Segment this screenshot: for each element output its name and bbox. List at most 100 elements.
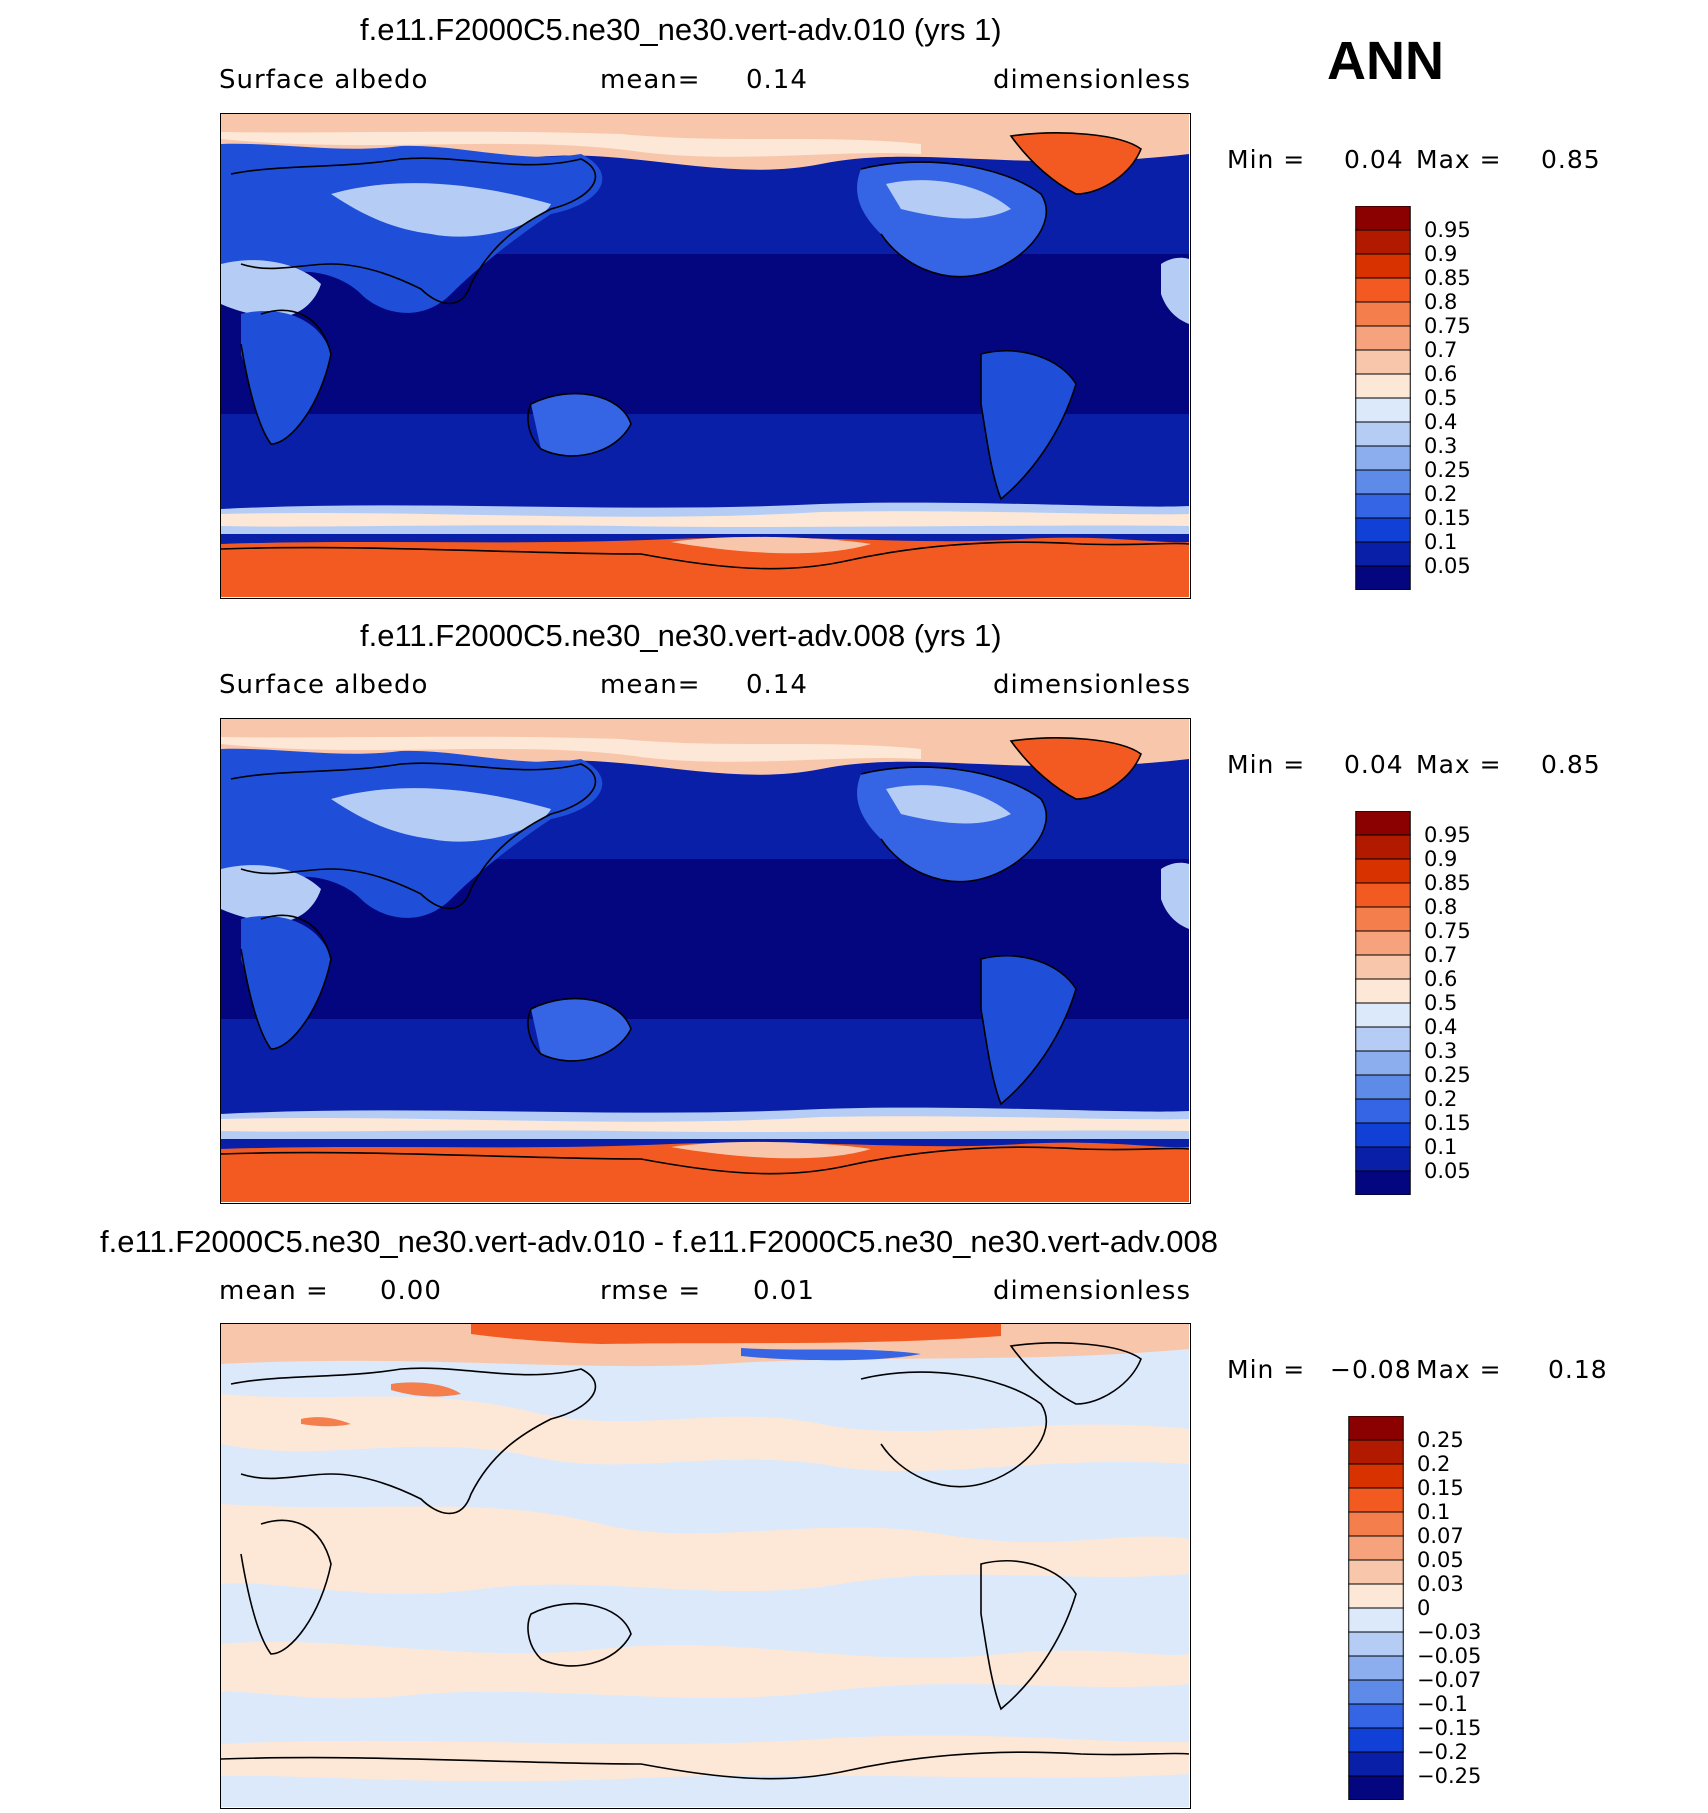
colorbar (1355, 205, 1411, 591)
colorbar-tick-label: 0.07 (1417, 1524, 1464, 1548)
colorbar-swatch (1355, 930, 1411, 956)
colorbar-tick-label: 0.15 (1424, 1111, 1471, 1135)
colorbar-swatch (1355, 882, 1411, 908)
colorbar-swatch (1348, 1463, 1404, 1489)
colorbar-tick-label: −0.03 (1417, 1620, 1482, 1644)
colorbar-tick-label: 0.25 (1417, 1428, 1464, 1452)
colorbar-swatch (1355, 1098, 1411, 1124)
colorbar-tick-label: 0.9 (1424, 847, 1458, 871)
albedo-map (220, 718, 1191, 1204)
colorbar-tick-label: 0.1 (1424, 1135, 1458, 1159)
colorbar-tick-label: 0.85 (1424, 266, 1471, 290)
colorbar-tick-label: 0.7 (1424, 943, 1458, 967)
albedo-map (220, 113, 1191, 599)
variable-label: Surface albedo (219, 670, 429, 700)
max-label: Max = (1416, 1355, 1502, 1384)
colorbar-swatch (1355, 1002, 1411, 1028)
colorbar-tick-label: 0.2 (1424, 482, 1458, 506)
max-label: Max = (1416, 145, 1502, 174)
rmse-label: rmse = (600, 1276, 702, 1306)
colorbar-tick-label: 0.3 (1424, 434, 1458, 458)
colorbar-tick-label: 0.8 (1424, 290, 1458, 314)
colorbar-swatch (1348, 1415, 1404, 1441)
colorbar (1355, 810, 1411, 1196)
colorbar-tick-label: −0.2 (1417, 1740, 1468, 1764)
colorbar-swatch (1355, 421, 1411, 447)
colorbar-swatch (1355, 978, 1411, 1004)
colorbar-labels: 0.95 0.9 0.85 0.8 0.75 0.7 0.6 0.5 0.4 0.3 0.25 0.2… (1424, 811, 1504, 1195)
colorbar-swatch (1348, 1751, 1404, 1777)
units-label: dimensionless (993, 65, 1191, 95)
max-value: 0.85 (1541, 750, 1601, 779)
colorbar-swatch (1355, 469, 1411, 495)
season-label: ANN (1327, 31, 1444, 91)
colorbar-swatch (1355, 541, 1411, 567)
mean-label: mean= (600, 670, 701, 700)
colorbar-tick-label: 0.6 (1424, 362, 1458, 386)
colorbar-tick-label: 0.2 (1424, 1087, 1458, 1111)
colorbar-swatch (1348, 1439, 1404, 1465)
colorbar-swatch (1355, 517, 1411, 543)
colorbar-tick-label: 0.25 (1424, 1063, 1471, 1087)
colorbar-swatch (1355, 1074, 1411, 1100)
colorbar-tick-label: 0.8 (1424, 895, 1458, 919)
colorbar-svg (1355, 205, 1411, 591)
colorbar-swatch (1355, 834, 1411, 860)
colorbar-swatch (1355, 858, 1411, 884)
difference-map (220, 1323, 1191, 1809)
colorbar-tick-label: 0.1 (1424, 530, 1458, 554)
colorbar-tick-label: 0.95 (1424, 218, 1471, 242)
colorbar-tick-label: −0.05 (1417, 1644, 1482, 1668)
colorbar-swatch (1355, 301, 1411, 327)
colorbar-svg (1348, 1415, 1404, 1801)
rmse-value: 0.01 (753, 1276, 815, 1306)
colorbar-swatch (1355, 277, 1411, 303)
mean-label: mean= (600, 65, 701, 95)
colorbar-swatch (1355, 1026, 1411, 1052)
colorbar-tick-label: 0.25 (1424, 458, 1471, 482)
colorbar-swatch (1355, 1170, 1411, 1196)
colorbar-tick-label: 0.4 (1424, 1015, 1458, 1039)
colorbar-tick-label: 0.9 (1424, 242, 1458, 266)
colorbar-tick-label: 0.05 (1424, 1159, 1471, 1183)
colorbar-swatch (1355, 565, 1411, 591)
units-label: dimensionless (993, 1276, 1191, 1306)
colorbar-swatch (1355, 954, 1411, 980)
colorbar-swatch (1348, 1679, 1404, 1705)
colorbar-tick-label: 0.15 (1424, 506, 1471, 530)
mean-value: 0.14 (746, 65, 808, 95)
colorbar-swatch (1355, 445, 1411, 471)
colorbar-tick-label: 0.15 (1417, 1476, 1464, 1500)
colorbar-swatch (1355, 373, 1411, 399)
colorbar-tick-label: 0.75 (1424, 919, 1471, 943)
colorbar-tick-label: 0.95 (1424, 823, 1471, 847)
colorbar-swatch (1355, 1122, 1411, 1148)
min-label: Min = (1227, 145, 1306, 174)
colorbar-tick-label: 0.85 (1424, 871, 1471, 895)
colorbar-labels: 0.25 0.2 0.15 0.1 0.07 0.05 0.03 0 −0.03 −0.05 −0.… (1417, 1416, 1507, 1800)
colorbar (1348, 1415, 1404, 1801)
colorbar-swatch (1355, 253, 1411, 279)
mean-value: 0.00 (380, 1276, 442, 1306)
panel-title: f.e11.F2000C5.ne30_ne30.vert-adv.008 (yr… (360, 618, 1002, 653)
min-value: 0.04 (1344, 750, 1404, 779)
colorbar-tick-label: 0.6 (1424, 967, 1458, 991)
colorbar-tick-label: 0.5 (1424, 991, 1458, 1015)
colorbar-swatch (1348, 1655, 1404, 1681)
colorbar-swatch (1355, 1050, 1411, 1076)
colorbar-tick-label: 0 (1417, 1596, 1431, 1620)
colorbar-tick-label: 0.5 (1424, 386, 1458, 410)
units-label: dimensionless (993, 670, 1191, 700)
colorbar-swatch (1355, 349, 1411, 375)
min-value: −0.08 (1330, 1355, 1412, 1384)
min-label: Min = (1227, 750, 1306, 779)
colorbar-tick-label: −0.1 (1417, 1692, 1468, 1716)
colorbar-swatch (1355, 229, 1411, 255)
max-value: 0.18 (1548, 1355, 1608, 1384)
colorbar-tick-label: 0.4 (1424, 410, 1458, 434)
colorbar-swatch (1348, 1583, 1404, 1609)
colorbar-swatch (1355, 205, 1411, 231)
colorbar-swatch (1355, 493, 1411, 519)
colorbar-tick-label: 0.03 (1417, 1572, 1464, 1596)
colorbar-swatch (1348, 1535, 1404, 1561)
